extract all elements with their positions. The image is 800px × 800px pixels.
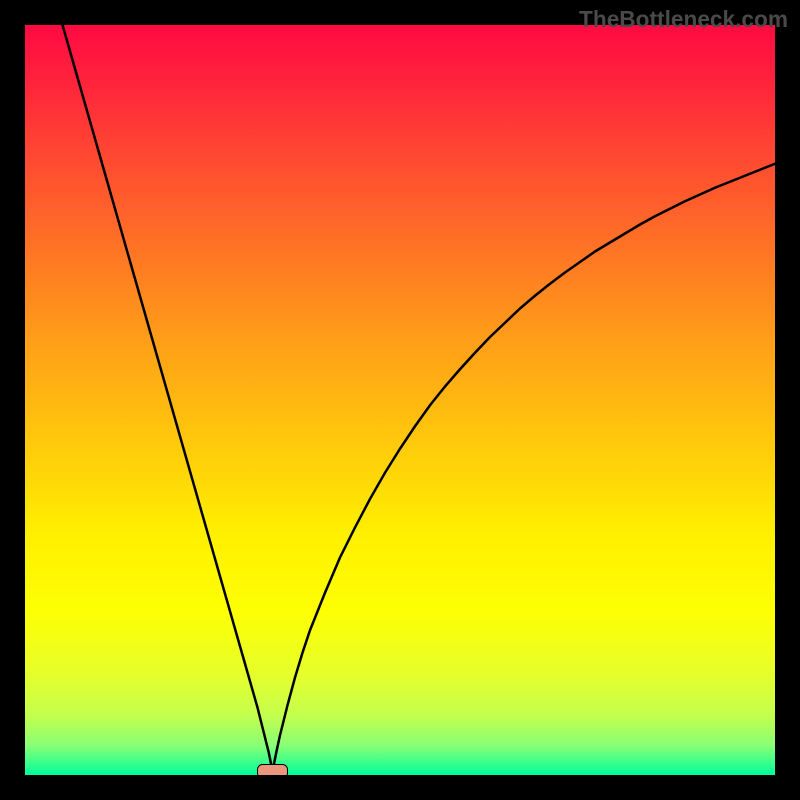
- plot-background-gradient: [25, 25, 775, 775]
- watermark-text: TheBottleneck.com: [579, 6, 788, 33]
- bottleneck-chart: [0, 0, 800, 800]
